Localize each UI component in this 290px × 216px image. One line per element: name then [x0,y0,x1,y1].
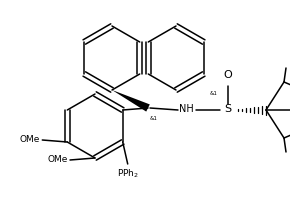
Text: &1: &1 [210,91,218,96]
Text: OMe: OMe [48,156,68,165]
Text: NH: NH [179,104,193,114]
Text: OMe: OMe [20,135,40,145]
Polygon shape [112,90,150,112]
Text: PPh$_2$: PPh$_2$ [117,168,139,181]
Text: &1: &1 [150,116,158,121]
Text: S: S [224,104,231,114]
Text: O: O [224,70,232,80]
